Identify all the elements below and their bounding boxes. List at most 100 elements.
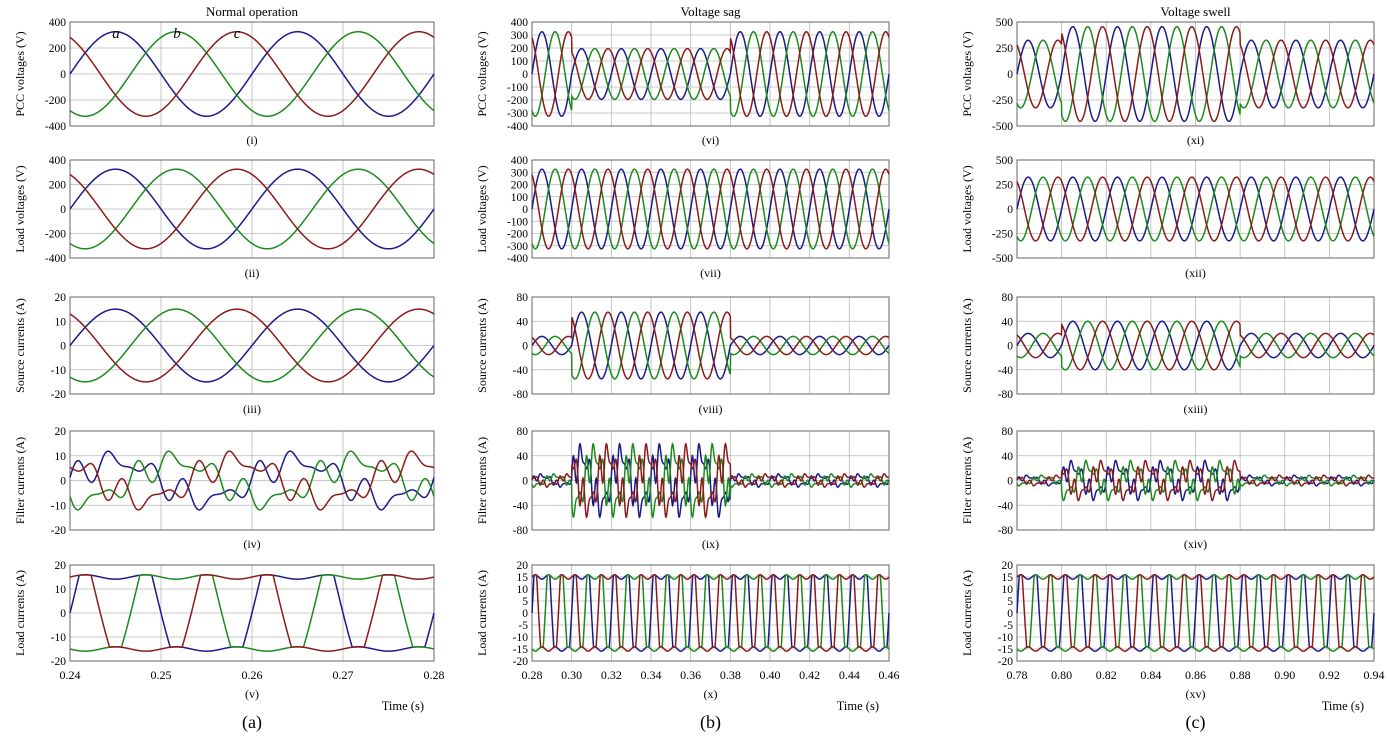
panel-label: (xi) (1187, 133, 1204, 147)
x-tick-label: 0.25 (151, 668, 172, 682)
y-axis-label: Filter currents (A) (475, 437, 489, 524)
y-tick-label: 15 (517, 572, 529, 584)
y-tick-label: 200 (49, 180, 67, 192)
y-tick-label: -100 (507, 82, 528, 94)
y-tick-label: 20 (1002, 560, 1014, 572)
y-tick-label: 500 (996, 155, 1014, 167)
x-tick-label: 0.44 (839, 668, 860, 682)
x-tick-label: 0.40 (760, 668, 781, 682)
series-line-phase-a (69, 574, 435, 652)
y-tick-label: 250 (996, 43, 1014, 55)
panel-label: (xii) (1185, 266, 1206, 280)
column-title: Voltage swell (1160, 4, 1231, 19)
y-tick-label: -15 (513, 644, 529, 656)
series-line-phase-c (531, 30, 890, 118)
y-axis-label: PCC voltages (V) (475, 31, 489, 116)
series-line-phase-a (1016, 25, 1375, 123)
y-tick-label: -20 (998, 656, 1014, 668)
x-tick-label: 0.26 (242, 668, 263, 682)
y-tick-label: -10 (51, 632, 67, 644)
series-line-phase-b (69, 31, 435, 117)
series-line-phase-c (1016, 320, 1375, 371)
y-tick-label: 10 (1002, 584, 1014, 596)
y-tick-label: 10 (55, 316, 67, 328)
column-title: Normal operation (206, 4, 299, 19)
x-tick-label: 0.28 (522, 668, 543, 682)
series-line-phase-b (69, 450, 435, 511)
panel-label: (i) (246, 133, 257, 147)
series-line-phase-a (531, 442, 890, 519)
series-line-phase-b (531, 574, 890, 652)
y-tick-label: -200 (45, 229, 66, 241)
y-tick-label: -300 (507, 108, 528, 120)
y-axis-label: Load voltages (V) (13, 165, 27, 252)
y-tick-label: 100 (511, 56, 529, 68)
series-line-phase-b (531, 311, 890, 380)
panel-label: (ix) (702, 537, 719, 551)
y-tick-label: -10 (513, 632, 529, 644)
series-line-phase-a (69, 308, 435, 383)
column-letter: (c) (1186, 712, 1206, 733)
series-line-phase-b (531, 442, 890, 519)
y-tick-label: -80 (513, 389, 529, 401)
series-line-phase-c (1016, 459, 1375, 502)
x-tick-label: 0.46 (879, 668, 900, 682)
x-tick-label: 0.88 (1230, 668, 1251, 682)
x-tick-label: 0.78 (1007, 668, 1028, 682)
y-tick-label: -300 (507, 241, 528, 253)
y-tick-label: -15 (998, 644, 1014, 656)
series-line-phase-c (1016, 25, 1375, 123)
y-tick-label: 20 (55, 426, 67, 438)
y-tick-label: 80 (517, 426, 529, 438)
y-tick-label: 0 (522, 204, 528, 216)
y-tick-label: -40 (513, 365, 529, 377)
y-tick-label: 400 (511, 155, 529, 167)
y-tick-label: 80 (517, 292, 529, 304)
y-tick-label: 10 (55, 451, 67, 463)
panel-label: (viii) (699, 402, 723, 416)
y-tick-label: -500 (992, 253, 1013, 265)
x-tick-label: 0.80 (1051, 668, 1072, 682)
y-tick-label: 500 (996, 17, 1014, 29)
y-axis-label: Load currents (A) (475, 570, 489, 656)
y-tick-label: 0 (60, 69, 66, 81)
phase-label-b: b (173, 26, 181, 42)
x-tick-label: 0.34 (641, 668, 662, 682)
y-tick-label: 100 (511, 192, 529, 204)
y-tick-label: 0 (522, 69, 528, 81)
y-tick-label: 400 (511, 17, 529, 29)
y-tick-label: 20 (55, 560, 67, 572)
series-line-phase-c (69, 168, 435, 250)
x-tick-label: 0.24 (60, 668, 81, 682)
y-tick-label: -250 (992, 95, 1013, 107)
series-line-phase-b (69, 308, 435, 383)
y-axis-label: PCC voltages (V) (13, 31, 27, 116)
series-line-phase-a (1016, 459, 1375, 502)
y-tick-label: 0 (1007, 69, 1013, 81)
y-tick-label: -200 (507, 95, 528, 107)
y-axis-label: Load voltages (V) (960, 165, 974, 252)
panel-label: (xiv) (1184, 537, 1207, 551)
series-line-phase-b (1016, 176, 1375, 242)
y-tick-label: -40 (998, 500, 1014, 512)
panel-label: (ii) (245, 266, 260, 280)
y-axis-label: Source currents (A) (13, 298, 27, 393)
x-tick-label: 0.30 (561, 668, 582, 682)
x-tick-label: 0.36 (680, 668, 701, 682)
y-axis-label: Filter currents (A) (960, 437, 974, 524)
series-line-phase-c (69, 450, 435, 511)
y-tick-label: -10 (51, 500, 67, 512)
y-axis-label: Load currents (A) (960, 570, 974, 656)
x-tick-label: 0.92 (1319, 668, 1340, 682)
series-line-phase-a (531, 311, 890, 380)
y-tick-label: -5 (1003, 620, 1013, 632)
series-line-phase-b (1016, 25, 1375, 123)
y-tick-label: 10 (517, 584, 529, 596)
y-tick-label: 40 (1002, 451, 1014, 463)
y-tick-label: 80 (1002, 426, 1014, 438)
x-tick-label: 0.38 (720, 668, 741, 682)
series-line-phase-c (531, 168, 890, 250)
y-tick-label: 0 (60, 341, 66, 353)
y-tick-label: -100 (507, 216, 528, 228)
y-axis-label: Load currents (A) (13, 570, 27, 656)
